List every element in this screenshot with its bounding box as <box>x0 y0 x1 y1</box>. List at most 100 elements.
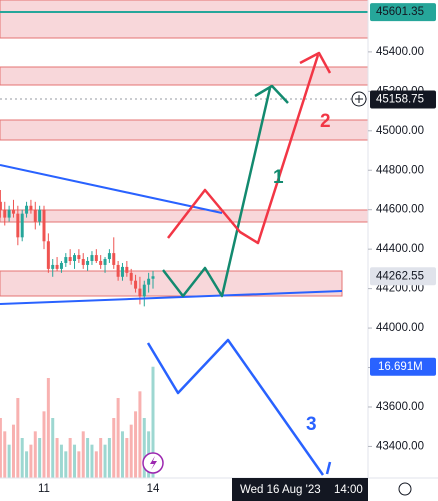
candle-body <box>38 209 42 222</box>
volume-bar <box>107 438 111 478</box>
volume-bar <box>46 378 50 478</box>
candle-body <box>77 255 81 260</box>
candle-body <box>138 288 142 297</box>
trend-line <box>0 164 223 214</box>
volume-label: 16.691M <box>378 361 423 373</box>
y-tick-label: 44000.00 <box>376 322 424 334</box>
candle-body <box>20 213 24 238</box>
annotation: 1 <box>273 167 284 188</box>
volume-bar <box>94 451 98 478</box>
volume-bar <box>0 418 2 478</box>
candle-body <box>86 260 90 265</box>
plus-icon <box>355 95 363 103</box>
candle-body <box>46 241 50 269</box>
settings-button[interactable] <box>398 482 412 496</box>
volume-bar <box>7 444 11 478</box>
candle-body <box>59 262 63 269</box>
y-tick-label: 45400.00 <box>376 46 424 58</box>
volume-bar <box>55 438 59 478</box>
x-tick-label: 11 <box>38 483 50 495</box>
candle-body <box>112 253 116 265</box>
y-tick-label: 44800.00 <box>376 164 424 176</box>
volume-bar <box>112 418 116 478</box>
volume-bar <box>103 444 107 478</box>
lightning <box>150 456 157 470</box>
candle-body <box>68 257 72 261</box>
crosshair-time: 14:00 <box>334 484 363 496</box>
candle-body <box>129 272 133 281</box>
volume-bar <box>77 451 81 478</box>
drawings <box>0 51 343 476</box>
volume-bar <box>120 431 124 478</box>
candle-body <box>29 205 33 210</box>
candle-body <box>107 253 111 260</box>
volume-bar <box>86 438 90 478</box>
volume-bar <box>59 444 63 478</box>
zone <box>0 270 343 297</box>
volume-bar <box>134 411 138 478</box>
y-tick-label: 43600.00 <box>376 401 424 413</box>
path-1 <box>162 87 272 298</box>
candle-body <box>0 201 2 210</box>
candle-body <box>90 255 94 261</box>
volume-bar <box>25 451 29 478</box>
zone <box>0 119 369 141</box>
annotation: 3 <box>306 414 317 435</box>
volume-bar <box>138 391 142 478</box>
volume-bar <box>33 431 37 478</box>
volume-bar <box>20 438 24 478</box>
volume-bar <box>64 451 68 478</box>
volume-bar <box>125 438 129 478</box>
volume-bar <box>3 431 7 478</box>
volume-label-box <box>370 357 436 376</box>
candle-body <box>25 205 29 214</box>
y-tick-label: 44400.00 <box>376 243 424 255</box>
candle-body <box>134 280 138 289</box>
volume-bar <box>90 444 94 478</box>
candle-body <box>142 284 146 297</box>
volume-bar <box>81 431 85 478</box>
candle-body <box>16 213 20 238</box>
arrow-head <box>254 84 289 104</box>
price-label-box <box>370 267 436 286</box>
candle-body <box>116 264 120 277</box>
candle-body <box>151 276 155 279</box>
zones <box>0 0 369 297</box>
candle-body <box>33 209 37 222</box>
candle-body <box>73 255 77 261</box>
x-tick-label: 14 <box>147 483 160 495</box>
volume-bar <box>16 398 20 478</box>
candle-body <box>64 257 68 263</box>
zone <box>0 0 369 39</box>
candle-body <box>3 209 7 218</box>
path-2 <box>167 54 320 245</box>
price-label: 45158.75 <box>376 94 424 106</box>
volume-bar <box>129 424 133 478</box>
candle-body <box>11 209 15 214</box>
price-label: 44262.55 <box>376 270 424 282</box>
volume-bar <box>51 418 55 478</box>
y-tick-label: 43400.00 <box>376 440 424 452</box>
y-tick-label: 45000.00 <box>376 125 424 137</box>
volume-bar <box>29 444 33 478</box>
volume-bar <box>99 438 103 478</box>
volume-bar <box>11 424 15 478</box>
y-tick-label: 44600.00 <box>376 204 424 216</box>
crosshair-label <box>232 478 368 501</box>
candle-body <box>147 278 151 285</box>
price-axis: 43400.0043600.0043800.0044000.0044200.00… <box>38 3 436 495</box>
candle-body <box>7 209 11 218</box>
arrow-head <box>299 51 332 74</box>
path-3 <box>146 338 325 476</box>
candle-body <box>42 209 46 242</box>
candle-body <box>99 260 103 265</box>
candle-body <box>51 264 55 269</box>
volume-bar <box>151 366 155 478</box>
volume-bar <box>73 444 77 478</box>
candle-body <box>81 259 85 265</box>
candle-body <box>120 266 124 277</box>
candle-body <box>94 255 98 261</box>
arrow-stub <box>325 461 332 475</box>
candle-body <box>103 259 107 265</box>
